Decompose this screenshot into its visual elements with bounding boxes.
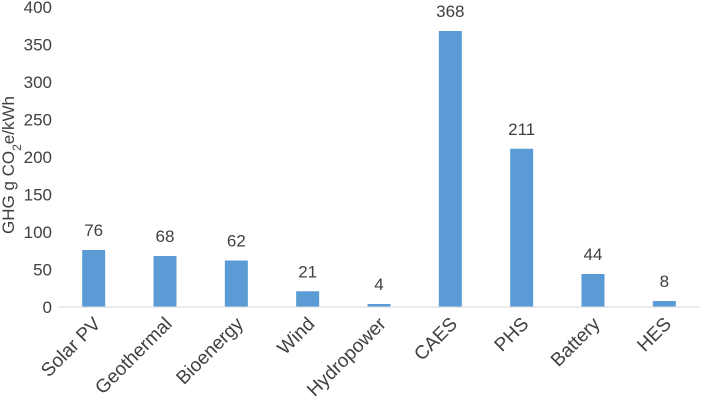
y-tick-label: 150 xyxy=(24,186,52,205)
y-tick-label: 200 xyxy=(24,148,52,167)
category-label: HES xyxy=(633,314,675,356)
bar xyxy=(438,31,462,307)
bar xyxy=(510,148,534,307)
bar xyxy=(82,250,106,307)
bar xyxy=(153,256,177,307)
data-label: 368 xyxy=(436,2,464,21)
y-tick-label: 350 xyxy=(24,36,52,55)
bars xyxy=(82,31,676,307)
y-tick-label: 300 xyxy=(24,73,52,92)
data-label: 4 xyxy=(374,275,383,294)
category-label: Solar PV xyxy=(37,313,105,381)
y-axis-title-prefix: GHG g CO xyxy=(0,151,18,234)
data-label: 211 xyxy=(508,120,535,139)
bar xyxy=(367,304,391,307)
category-label: Bioenergy xyxy=(173,313,249,389)
category-label: Geothermal xyxy=(91,314,176,399)
y-tick-label: 50 xyxy=(33,261,52,280)
y-axis-ticks: 0 50 100 150 200 250 300 350 400 xyxy=(24,0,52,317)
y-tick-label: 100 xyxy=(24,223,52,242)
category-label: CAES xyxy=(410,314,461,365)
data-label: 68 xyxy=(156,227,175,246)
y-tick-label: 0 xyxy=(43,298,52,317)
bar xyxy=(652,301,676,307)
data-label: 8 xyxy=(660,272,669,291)
category-label: Battery xyxy=(547,313,605,371)
y-axis-title-suffix: e/kWh xyxy=(0,96,18,144)
y-tick-label: 250 xyxy=(24,111,52,130)
data-label: 76 xyxy=(84,221,103,240)
category-label: PHS xyxy=(491,314,533,356)
data-label: 62 xyxy=(227,232,246,251)
bar xyxy=(224,260,248,307)
data-label: 44 xyxy=(584,245,603,264)
data-labels: 76 68 62 21 4 368 211 44 8 xyxy=(84,2,669,294)
data-label: 21 xyxy=(298,262,317,281)
y-tick-label: 400 xyxy=(24,0,52,17)
category-label: Wind xyxy=(274,314,319,359)
y-axis-title: GHG g CO2e/kWh xyxy=(0,96,24,234)
bar xyxy=(296,291,320,307)
bar xyxy=(581,274,605,307)
y-axis-title-subscript: 2 xyxy=(10,144,24,151)
